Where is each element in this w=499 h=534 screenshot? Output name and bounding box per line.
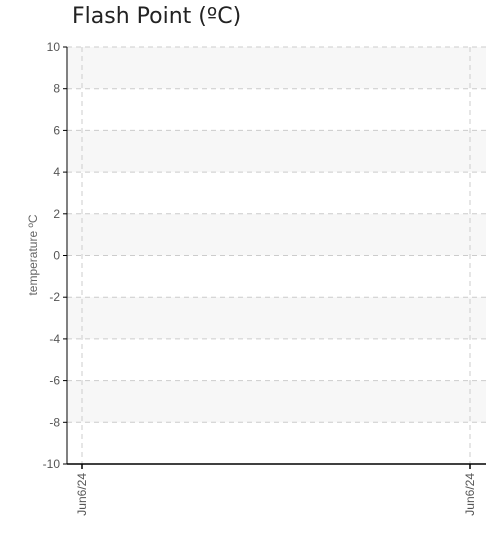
plot-band [68,47,486,89]
plot-band [68,380,486,423]
y-tick-label: 10 [47,40,61,54]
y-tick-label: 2 [53,207,60,221]
x-tick-labels: Jun6/24 Jun6/24 [75,473,477,516]
y-tick-label: 6 [53,123,60,137]
plot-band [68,130,486,173]
y-tick-label: -8 [49,415,60,429]
y-tick-label: -10 [43,457,61,471]
y-tick-label: -4 [49,332,60,346]
y-tick-label: -2 [49,290,60,304]
chart-title: Flash Point (ºC) [72,4,242,29]
y-tick-label: 0 [53,249,60,263]
y-tick-labels: 10 8 6 4 2 0 -2 -4 -6 -8 -10 [43,40,61,471]
y-tick-label: -6 [49,374,60,388]
x-tick-label: Jun6/24 [75,473,89,516]
plot-band [68,297,486,339]
grid-lines [67,46,486,464]
x-tick-label: Jun6/24 [463,473,477,516]
plot-band [68,213,486,256]
y-tick-label: 8 [53,82,60,96]
axes [63,46,486,469]
y-axis-label: temperature ºC [26,214,40,295]
y-tick-label: 4 [53,165,60,179]
plot-bands [68,47,486,423]
